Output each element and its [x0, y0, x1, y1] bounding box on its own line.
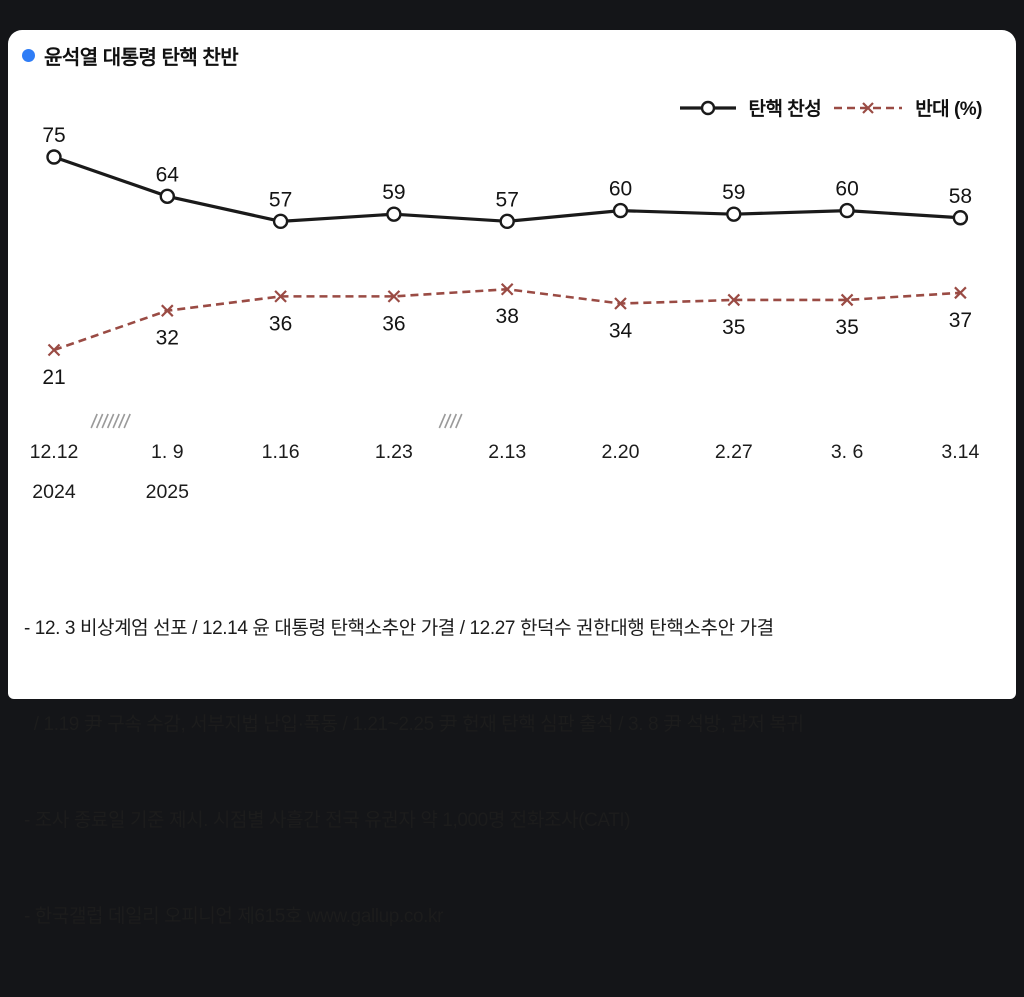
chart-title-row: 윤석열 대통령 탄핵 찬반	[22, 41, 239, 70]
oppose-marker	[274, 290, 287, 303]
oppose-marker	[500, 282, 514, 296]
x-axis-label: 2.13	[488, 441, 526, 463]
axis-break-mark	[117, 413, 126, 429]
approve-marker	[386, 206, 402, 222]
footnote-line: - 12. 3 비상계엄 선포 / 12.14 윤 대통령 탄핵소추안 가결 /…	[24, 618, 774, 639]
oppose-value-label: 37	[949, 309, 972, 332]
oppose-marker	[727, 293, 741, 307]
footnote-line: - 한국갤럽 데일리 오피니언 제615호 www.gallup.co.kr	[24, 906, 444, 927]
x-axis-label: 12.12	[30, 441, 79, 463]
year-label: 2024	[32, 481, 76, 503]
approve-marker	[499, 213, 515, 230]
approve-value-label: 57	[496, 188, 519, 211]
footnotes: - 12. 3 비상계엄 선포 / 12.14 윤 대통령 탄핵소추안 가결 /…	[24, 549, 1000, 997]
x-axis-label: 2.20	[602, 441, 640, 463]
axis-break-mark	[90, 413, 98, 429]
approve-value-label: 60	[835, 178, 858, 201]
oppose-value-label: 36	[269, 312, 292, 335]
oppose-marker	[47, 343, 61, 357]
approve-marker	[612, 202, 629, 219]
approve-value-label: 60	[609, 178, 632, 201]
axis-break-mark	[101, 413, 109, 429]
x-axis-label: 1.23	[375, 441, 413, 463]
axis-break-mark	[123, 413, 131, 429]
oppose-marker	[840, 293, 854, 307]
x-axis-label: 1. 9	[151, 441, 184, 463]
oppose-value-label: 38	[496, 305, 519, 328]
oppose-value-label: 35	[722, 316, 745, 339]
approve-marker	[159, 188, 176, 205]
x-axis-label: 2.27	[715, 441, 753, 463]
approve-marker	[272, 213, 289, 230]
title-bullet-icon	[22, 49, 35, 62]
axis-break-mark	[444, 413, 452, 429]
axis-break-mark	[449, 413, 458, 429]
impeachment-trend-chart: 75 64 57 59 57 60 59 60 58 21 32 36 36 38 34 35 35 37 12.1…	[30, 124, 980, 503]
approve-value-label: 59	[382, 181, 405, 204]
x-axis-label: 3.14	[941, 441, 979, 463]
axis-break-mark	[438, 413, 447, 429]
oppose-value-label: 36	[382, 312, 405, 335]
approve-value-label: 57	[269, 188, 292, 211]
footnote-line: / 1.19 尹 구속 수감, 서부지법 난입·폭동 / 1.21~2.25 尹…	[24, 714, 804, 735]
x-axis-label: 3. 6	[831, 441, 864, 463]
year-label: 2025	[146, 481, 190, 503]
oppose-marker	[161, 304, 174, 317]
chart-title: 윤석열 대통령 탄핵 찬반	[44, 47, 239, 69]
oppose-value-label: 35	[835, 316, 858, 339]
oppose-marker	[954, 286, 967, 300]
chart-card: 윤석열 대통령 탄핵 찬반 탄핵 찬성 반대 (%) 75 64 57 59 57 60 5…	[8, 30, 1016, 927]
approve-marker	[952, 210, 969, 226]
approve-line-sample-icon	[679, 100, 736, 115]
approve-value-label: 64	[156, 163, 180, 186]
oppose-line-sample-icon	[834, 101, 903, 114]
oppose-value-label: 21	[42, 366, 65, 389]
approve-marker	[726, 206, 742, 222]
approve-marker	[839, 202, 855, 219]
x-axis-label: 1.16	[262, 441, 300, 463]
axis-break-mark	[95, 413, 104, 429]
approve-value-label: 58	[949, 185, 972, 208]
footnote-line: - 조사 종료일 기준 제시. 시점별 사흘간 전국 유권자 약 1,000명 …	[24, 810, 631, 831]
approve-marker	[46, 149, 62, 165]
legend-approve-label: 탄핵 찬성	[748, 99, 822, 120]
oppose-value-label: 32	[156, 327, 179, 350]
axis-break-mark	[112, 413, 120, 429]
legend-oppose-label: 반대 (%)	[915, 99, 982, 120]
approve-value-label: 59	[722, 181, 745, 204]
chart-legend: 탄핵 찬성 반대 (%)	[679, 94, 982, 121]
oppose-value-label: 34	[609, 320, 633, 343]
axis-break-mark	[455, 413, 463, 429]
axis-break-mark	[106, 413, 115, 429]
oppose-marker	[614, 297, 627, 310]
oppose-marker	[387, 290, 401, 303]
approve-value-label: 75	[42, 124, 65, 147]
